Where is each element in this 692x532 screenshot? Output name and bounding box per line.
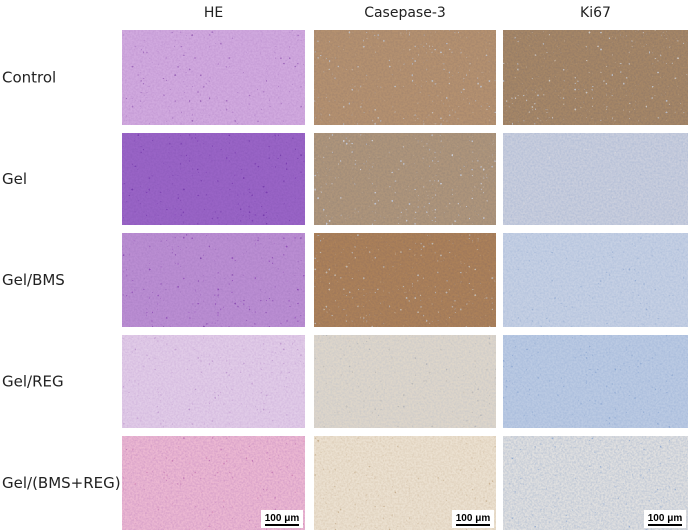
micrograph [122, 335, 305, 428]
micrograph-spots [122, 335, 305, 428]
micrograph [314, 335, 496, 428]
micrograph-spots [314, 233, 496, 327]
micrograph [122, 233, 305, 327]
micrograph-spots [314, 335, 496, 428]
micrograph-spots [503, 133, 688, 225]
micrograph-spots [314, 30, 496, 125]
row-label: Gel/REG [2, 373, 64, 391]
micrograph-spots [314, 133, 496, 225]
column-header: Casepase-3 [364, 5, 446, 21]
micrograph [503, 133, 688, 225]
micrograph [503, 233, 688, 327]
micrograph-spots [122, 30, 305, 125]
micrograph [503, 30, 688, 125]
micrograph-spots [122, 233, 305, 327]
row-label: Control [2, 69, 56, 87]
micrograph-spots [503, 335, 688, 428]
micrograph [314, 30, 496, 125]
row-label: Gel/BMS [2, 271, 65, 289]
micrograph [503, 436, 688, 530]
micrograph-spots [122, 133, 305, 225]
scale-bar-box [452, 510, 494, 528]
micrograph [503, 335, 688, 428]
row-label: Gel/(BMS+REG) [2, 474, 121, 492]
micrograph-spots [503, 30, 688, 125]
scale-bar-box [644, 510, 686, 528]
scale-bar-label: 100 μm [456, 513, 491, 524]
scale-bar-box [261, 510, 303, 528]
scale-bar-label: 100 μm [648, 513, 683, 524]
micrograph [122, 30, 305, 125]
micrograph-spots [503, 233, 688, 327]
scale-bar-label: 100 μm [265, 513, 300, 524]
column-header: HE [204, 5, 223, 21]
micrograph [314, 133, 496, 225]
column-header: Ki67 [580, 5, 611, 21]
row-label: Gel [2, 170, 27, 188]
micrograph [314, 233, 496, 327]
micrograph [122, 133, 305, 225]
